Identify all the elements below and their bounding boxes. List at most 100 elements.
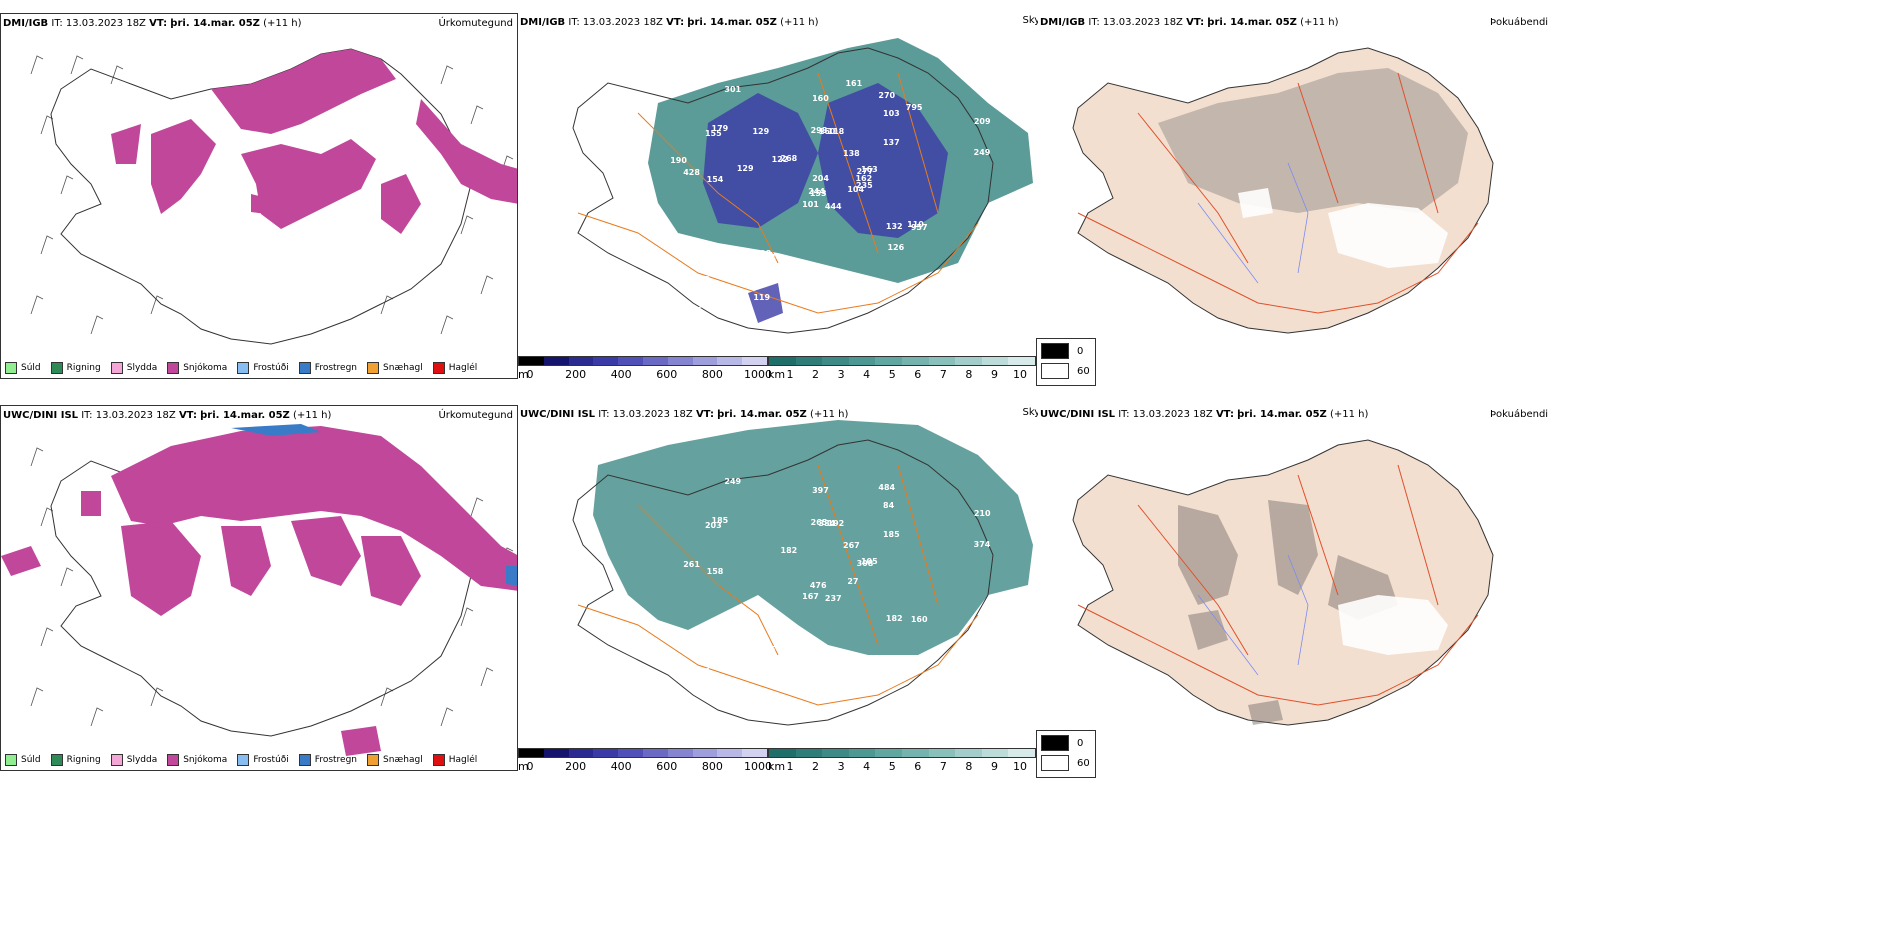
fog-legend-label: 0 [1077,737,1084,749]
ceiling-value-label: 209 [973,116,991,126]
lead-time: (+11 h) [1329,409,1369,420]
colorbar-tick-label: 7 [939,760,947,773]
colorbar-tick-label: 600 [656,368,678,381]
colorbar-segment [955,749,982,757]
legend-item: Rigning [50,754,101,766]
ceiling-value-label: 261 [683,559,700,569]
colorbar-tick-label: 1000 [744,368,772,381]
ceiling-value-label: 175 [968,688,986,698]
colorbar-segment [795,749,823,757]
lead-time: (+11 h) [263,18,302,29]
swatch [110,754,123,766]
legend-item: Súld [5,754,41,766]
ceiling-value-label: 308 [856,559,874,569]
legend-label: Haglél [448,363,478,373]
legend-label: Snjókoma [183,755,228,765]
glacier-area [1238,188,1273,218]
ceiling-colorbar: m 0 200 400 600 800 1000 [518,748,772,778]
ceiling-value-label: 374 [973,539,991,549]
colorbar-tick-label: 1000 [744,760,772,773]
swatch [298,754,311,766]
ceiling-value-label: 185 [882,529,900,539]
model-name: DMI/IGB [520,17,566,28]
colorbar-tick-label: 400 [610,760,632,773]
colorbar-tick-label: 7 [939,368,947,381]
ceiling-value-label: 190 [670,155,687,165]
valid-time: þri. 14.mar. 05Z [1237,409,1327,420]
ceiling-value-label: 105 [860,557,878,567]
panel-header: UWC/DINI ISL IT: 13.03.2023 18Z VT: þri.… [1040,409,1368,420]
glacier-area [1338,595,1448,655]
colorbar-tick-label: 4 [863,760,871,773]
colorbar-segment [543,357,569,365]
valid-time: þri. 14.mar. 05Z [717,409,807,420]
colorbar-segment [692,749,718,757]
fog-swatch [1041,735,1069,751]
visibility-bar [768,356,1036,366]
ceiling-value-label: 484 [878,482,896,492]
ceiling-value-label: 976 [693,667,710,677]
ceiling-value-label: 249 [724,476,742,486]
valid-time: þri. 14.mar. 05Z [1207,17,1297,28]
legend-label: Súld [21,755,41,765]
visibility-ceiling-map [572,38,1033,334]
colorbar-tick-label: 8 [965,368,973,381]
ceiling-value-label: 153 [809,189,827,199]
fog-legend-row: 0 [1041,343,1091,359]
lead-time: (+11 h) [1300,17,1339,28]
legend-item: Haglél [432,754,477,766]
panel-header: DMI/IGB IT: 13.03.2023 18Z VT: þri. 14.m… [1040,17,1339,28]
legend-label: Frostregn [314,363,358,373]
ceiling-value-label: 129 [736,163,754,173]
colorbar-tick-label: 10 [1013,368,1027,381]
ceiling-value-label: 162 [855,174,873,184]
legend-label: Súld [21,363,41,373]
swatch [50,362,63,374]
init-time: 13.03.2023 18Z [65,18,146,29]
ceiling-value-label: 122 [771,155,789,165]
legend-label: Slydda [126,363,158,373]
swatch [432,754,445,766]
ceiling-value-label: 196 [722,691,740,701]
colorbar-segment [928,357,956,365]
colorbar-tick-label: 0 [526,760,534,773]
panel-header: DMI/IGB IT: 13.03.2023 18Z VT: þri. 14.m… [3,18,302,29]
rivers [1197,162,1309,284]
ceiling-value-label: 27 [847,577,859,587]
ceiling-value-label: 267 [843,540,860,550]
colorbar-tick-label: 5 [888,368,896,381]
swatch [237,754,250,766]
colorbar-segment [822,749,849,757]
ceiling-value-label: 72 [693,286,705,296]
colorbar-segment [1008,357,1035,365]
legend-item: Snjókoma [167,362,227,374]
colorbar-segment [875,749,902,757]
colorbar-tick-label: 3 [837,368,845,381]
panel-header: DMI/IGB IT: 13.03.2023 18Z VT: þri. 14.m… [520,17,819,28]
valid-time: þri. 14.mar. 05Z [200,410,290,421]
ceiling-value-label: 476 [809,581,827,591]
swatch [167,362,180,374]
init-time: 13.03.2023 18Z [612,409,693,420]
ceiling-value-label: 182 [780,545,798,555]
fog-index-map [1072,47,1494,334]
ceiling-value-label: 428 [683,167,700,177]
swatch [167,754,180,766]
vt-label: VT: [666,17,685,28]
colorbar-tick-label: 800 [701,760,723,773]
precip-type-map [30,48,517,345]
wind-barbs [30,55,514,335]
swatch [298,362,311,374]
ceiling-value-label: 160 [910,615,928,625]
colorbar-segment [769,357,796,365]
fog-swatch [1041,343,1069,359]
colorbar-tick-label: 200 [565,760,587,773]
ceiling-value-label: 129 [752,127,770,137]
it-label: IT: [81,410,93,421]
fog-legend-row: 60 [1041,755,1091,771]
ceiling-value-label: 257 [814,273,831,283]
ceiling-bar [518,748,768,758]
roads [1077,72,1479,314]
legend-label: Frostregn [314,755,358,765]
ceiling-value-label: 167 [802,591,819,601]
